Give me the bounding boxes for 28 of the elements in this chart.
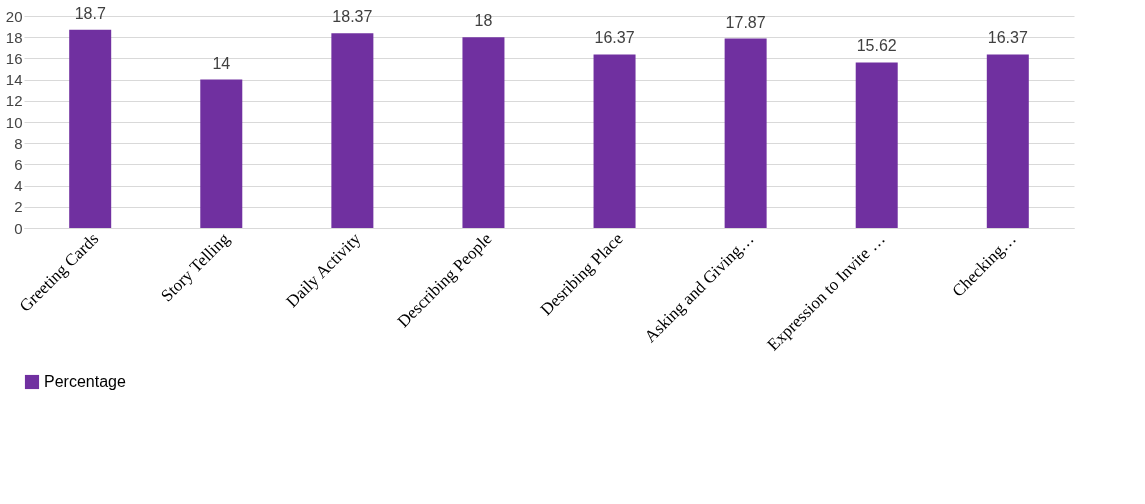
data-label: 18.7 <box>74 4 106 22</box>
data-label: 14 <box>212 54 231 72</box>
y-tick-label: 14 <box>5 71 23 89</box>
bar <box>331 33 374 228</box>
y-tick-label: 10 <box>5 113 23 131</box>
data-label: 16.37 <box>594 29 635 47</box>
data-label: 17.87 <box>725 13 766 31</box>
bar <box>986 54 1029 228</box>
y-tick-label: 16 <box>5 49 23 67</box>
bar <box>200 79 243 228</box>
y-tick-label: 6 <box>14 155 23 173</box>
legend-label: Percentage <box>44 373 126 390</box>
bar <box>724 38 767 228</box>
y-tick-label: 2 <box>14 198 23 216</box>
bar <box>855 62 898 228</box>
bar <box>593 54 636 228</box>
data-label: 18 <box>474 12 493 30</box>
y-tick-label: 12 <box>5 92 23 110</box>
bar <box>462 37 505 228</box>
y-tick-label: 4 <box>14 177 23 195</box>
data-label: 16.37 <box>987 29 1028 47</box>
bar <box>69 29 112 228</box>
y-tick-label: 8 <box>14 134 23 152</box>
data-label: 18.37 <box>332 8 373 26</box>
y-tick-label: 20 <box>5 7 23 25</box>
y-tick-label: 18 <box>5 28 23 46</box>
data-label: 15.62 <box>856 37 897 55</box>
y-tick-label: 0 <box>14 219 23 237</box>
